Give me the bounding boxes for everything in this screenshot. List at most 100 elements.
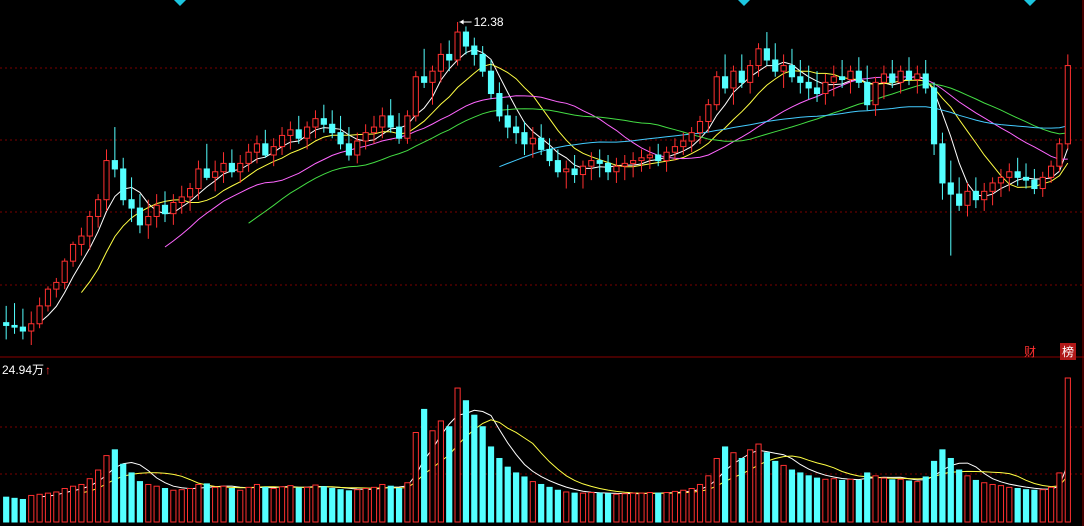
volume-bar xyxy=(245,486,252,523)
candle-body xyxy=(78,235,85,245)
candle-body xyxy=(362,132,369,142)
ma-line-30 xyxy=(248,83,1068,224)
candle-body xyxy=(120,168,127,201)
volume-bar xyxy=(864,472,871,523)
candle-body xyxy=(1006,171,1013,178)
volume-bar xyxy=(320,486,327,523)
volume-bar xyxy=(613,493,620,523)
rank-tag-button[interactable]: 榜 xyxy=(1060,343,1077,360)
candle-body xyxy=(621,162,628,167)
volume-bar xyxy=(972,479,979,523)
volume-bar xyxy=(521,476,528,523)
candle-body xyxy=(981,190,988,201)
volume-bar xyxy=(1064,377,1071,523)
candle-body xyxy=(738,70,745,83)
volume-bar xyxy=(471,414,478,523)
volume-bar xyxy=(721,446,729,523)
volume-bar xyxy=(61,488,68,523)
candle-body xyxy=(939,143,946,184)
candle-body xyxy=(454,31,461,61)
volume-bar xyxy=(145,483,152,523)
volume-bar xyxy=(797,472,804,523)
top-marker-icon xyxy=(738,0,750,6)
volume-bar xyxy=(370,486,378,523)
candle-body xyxy=(930,87,938,145)
volume-bar xyxy=(220,485,227,523)
volume-bar xyxy=(981,482,988,523)
volume-bar xyxy=(1056,472,1063,523)
candle-body xyxy=(136,207,144,226)
candle-body xyxy=(646,154,653,159)
candle-body xyxy=(111,160,118,170)
volume-bar xyxy=(421,408,428,523)
candle-body xyxy=(813,87,821,95)
volume-bar xyxy=(939,449,946,523)
candle-body xyxy=(287,129,294,136)
volume-bar xyxy=(847,478,854,523)
candle-body xyxy=(186,188,194,198)
volume-bar xyxy=(1048,486,1055,523)
finance-tag-button[interactable]: 财 xyxy=(1024,345,1037,359)
candle-body xyxy=(880,73,888,83)
volume-bar xyxy=(822,478,829,523)
volume-bar xyxy=(747,449,754,523)
volume-bar xyxy=(379,483,386,523)
candle-body xyxy=(538,137,545,150)
candle-body xyxy=(956,193,963,206)
candle-body xyxy=(61,260,68,283)
candle-body xyxy=(295,129,302,139)
candle-body xyxy=(212,171,219,178)
volume-max-label: 24.94万↑ xyxy=(2,363,52,377)
volume-bar xyxy=(3,496,10,523)
candle-body xyxy=(922,73,929,89)
volume-bar xyxy=(772,460,779,523)
volume-bar xyxy=(554,489,561,523)
volume-bar xyxy=(588,492,595,523)
candle-body xyxy=(663,151,670,162)
volume-bar xyxy=(571,492,578,523)
volume-bar xyxy=(880,477,888,523)
candle-body xyxy=(237,162,244,173)
top-marker-icon xyxy=(1024,0,1036,6)
volume-bar xyxy=(713,457,720,523)
volume-bar xyxy=(855,479,862,523)
volume-bar xyxy=(228,488,235,523)
candle-body xyxy=(86,215,93,237)
volume-bar xyxy=(253,483,261,523)
candle-body xyxy=(671,146,679,153)
volume-bar xyxy=(395,488,403,523)
candle-body xyxy=(304,126,311,139)
volume-bar xyxy=(997,485,1005,523)
volume-bar xyxy=(295,487,302,523)
candle-body xyxy=(354,140,361,156)
candle-body xyxy=(613,165,620,173)
volume-bar xyxy=(446,426,453,523)
volume-bar xyxy=(312,484,319,523)
candle-body xyxy=(395,126,403,139)
volume-bar xyxy=(354,489,361,523)
candle-body xyxy=(462,31,470,47)
candle-body xyxy=(270,146,277,156)
volume-bar xyxy=(788,469,796,523)
candle-body xyxy=(839,76,846,81)
candle-body xyxy=(11,324,18,328)
candle-body xyxy=(437,53,444,72)
volume-bar xyxy=(111,449,118,523)
candle-body xyxy=(379,115,386,128)
candle-body xyxy=(579,165,587,176)
price-ma-lines xyxy=(39,48,1069,323)
volume-ma-lines xyxy=(39,409,1069,498)
volume-bar xyxy=(905,480,913,523)
volume-up-arrow-icon: ↑ xyxy=(45,363,52,377)
volume-bar xyxy=(680,489,687,523)
volume-bar xyxy=(604,493,612,523)
volume-bar xyxy=(688,488,695,523)
volume-bar xyxy=(663,492,670,523)
volume-bar xyxy=(930,460,938,523)
markers: 12.38 xyxy=(459,15,504,29)
candle-body xyxy=(588,160,595,167)
candle-body xyxy=(855,70,862,83)
volume-ma-line-5 xyxy=(39,409,1069,498)
candle-body xyxy=(1022,176,1030,181)
